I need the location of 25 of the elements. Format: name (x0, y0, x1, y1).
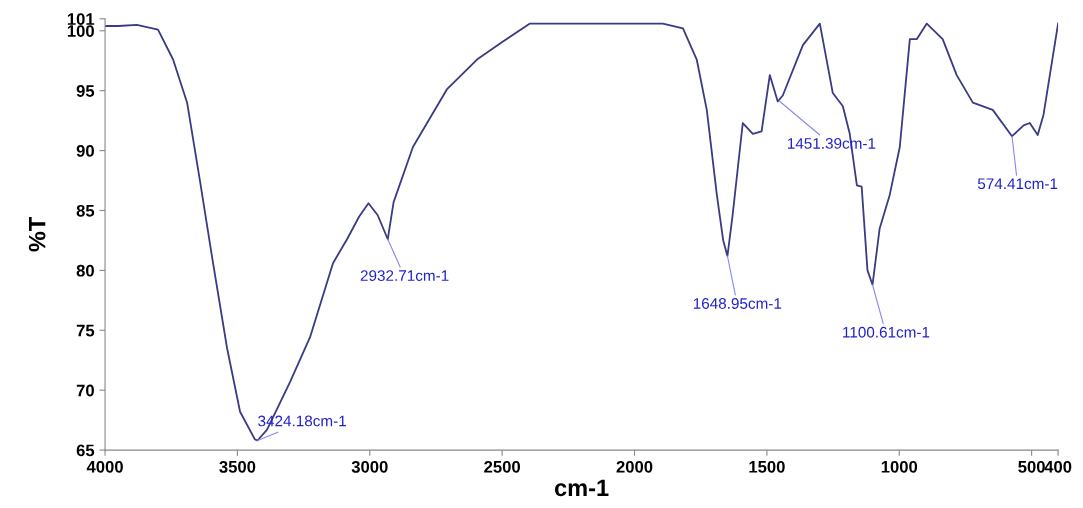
annotation: 2932.71cm-1 (360, 270, 449, 282)
x-axis-title: cm-1 (554, 479, 609, 497)
y-tick-label: 75 (76, 324, 95, 337)
x-tick-label: 400 (1044, 460, 1072, 473)
y-tick-label: 90 (76, 144, 94, 157)
annotation: 574.41cm-1 (977, 178, 1058, 190)
y-tick-label: 100 (67, 25, 94, 37)
y-tick-label: 70 (76, 384, 94, 397)
annotation: 1100.61cm-1 (843, 326, 930, 338)
x-tick-label: 2500 (484, 460, 521, 473)
x-tick-label: 3500 (219, 460, 256, 473)
x-tick-label: 4000 (86, 460, 123, 473)
annotation: 1648.95cm-1 (693, 298, 782, 309)
y-axis-title: %T (28, 216, 46, 252)
x-tick-label: 1000 (881, 460, 918, 473)
y-tick-label: 95 (76, 85, 95, 97)
x-tick-label: 500 (1018, 460, 1045, 473)
x-tick-label: 1500 (749, 460, 785, 473)
y-tick-label: 65 (76, 444, 95, 457)
x-tick-label: 3000 (351, 460, 388, 473)
x-tick-label: 2000 (616, 460, 653, 473)
y-tick-label: 101 (67, 13, 95, 25)
line-series (105, 22, 1059, 442)
y-tick-label: 85 (76, 204, 95, 217)
y-tick-label: 80 (76, 264, 94, 277)
